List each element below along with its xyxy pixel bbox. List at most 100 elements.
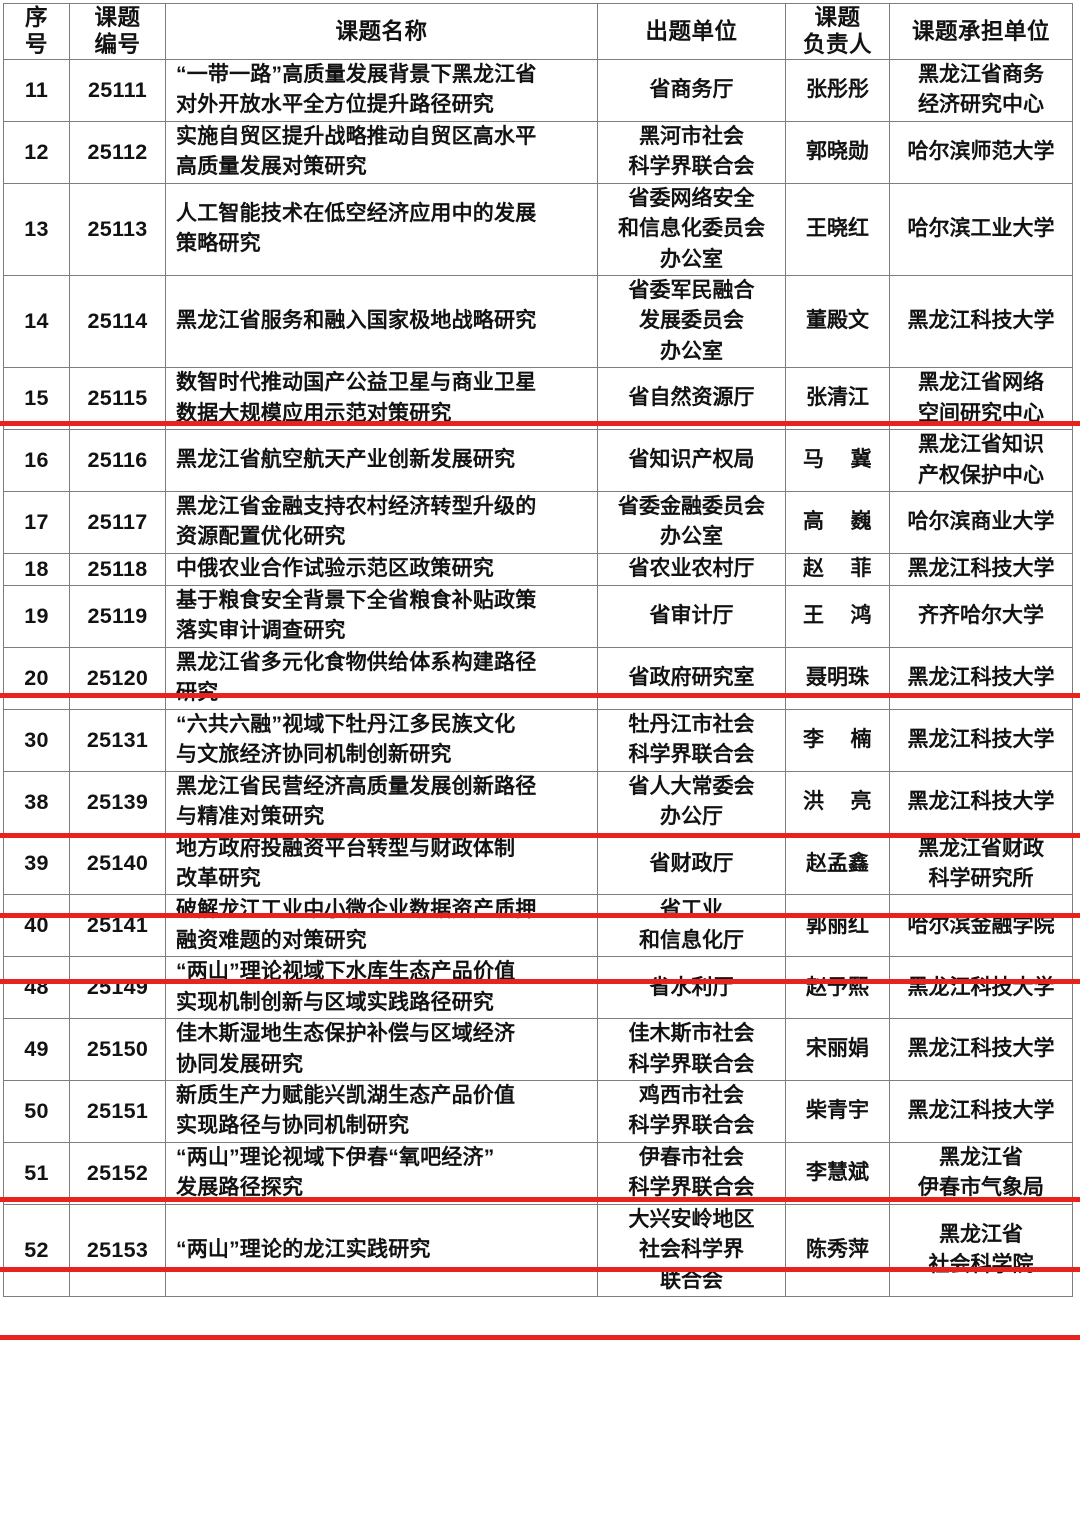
cell-host: 黑龙江科技大学 xyxy=(889,1018,1073,1082)
column-header-lead: 课题 负责人 xyxy=(785,3,890,60)
cell-lead: 陈秀萍 xyxy=(785,1203,890,1298)
cell-seq: 39 xyxy=(3,832,70,896)
header-row: 序 号 课题 编号 课题名称 出题单位 课题 负责人 课题承 xyxy=(3,3,1073,60)
cell-title: 佳木斯湿地生态保护补偿与区域经济 协同发展研究 xyxy=(165,1018,598,1082)
cell-code: 25119 xyxy=(69,585,166,648)
column-header-org: 出题单位 xyxy=(597,3,786,60)
column-header-host: 课题承担单位 xyxy=(889,3,1073,60)
table-row: 38 25139 黑龙江省民营经济高质量发展创新路径 与精准对策研究 省人大常委会 办公厅… xyxy=(3,770,1073,834)
table-row: 19 25119 基于粮食安全背景下全省粮食补贴政策 落实审计调查研究 省审计厅王鸿齐齐… xyxy=(3,585,1073,648)
cell-seq: 50 xyxy=(3,1080,70,1143)
cell-lead: 李楠 xyxy=(785,708,890,772)
cell-title: “六共六融”视域下牡丹江多民族文化 与文旅经济协同机制创新研究 xyxy=(165,708,598,772)
cell-org: 省农业农村厅 xyxy=(597,552,786,587)
cell-seq: 20 xyxy=(3,646,70,710)
cell-seq: 11 xyxy=(3,58,70,122)
cell-org: 伊春市社会 科学界联合会 xyxy=(597,1141,786,1205)
cell-lead: 宋丽娟 xyxy=(785,1018,890,1082)
cell-code: 25115 xyxy=(69,367,166,431)
cell-host: 黑龙江省网络 空间研究中心 xyxy=(889,367,1073,431)
table-row: 50 25151 新质生产力赋能兴凯湖生态产品价值 实现路径与协同机制研究 鸡西市社会科… xyxy=(3,1080,1073,1143)
table-row: 30 25131 “六共六融”视域下牡丹江多民族文化 与文旅经济协同机制创新研究 牡丹江… xyxy=(3,708,1073,772)
cell-host: 黑龙江省 伊春市气象局 xyxy=(889,1141,1073,1205)
cell-org: 省政府研究室 xyxy=(597,646,786,710)
cell-title: 数智时代推动国产公益卫星与商业卫星 数据大规模应用示范对策研究 xyxy=(165,367,598,431)
table-row: 48 25149 “两山”理论视域下水库生态产品价值 实现机制创新与区域实践路径研究省… xyxy=(3,956,1073,1020)
cell-code: 25153 xyxy=(69,1203,166,1298)
column-header-seq: 序 号 xyxy=(3,3,70,60)
cell-host: 哈尔滨工业大学 xyxy=(889,182,1073,276)
cell-host: 齐齐哈尔大学 xyxy=(889,585,1073,648)
table-header: 序 号 课题 编号 课题名称 出题单位 课题 负责人 课题承 xyxy=(3,3,1073,60)
cell-seq: 15 xyxy=(3,367,70,431)
cell-host: 黑龙江省知识 产权保护中心 xyxy=(889,429,1073,492)
cell-org: 省工业 和信息化厅 xyxy=(597,894,786,958)
cell-title: 黑龙江省多元化食物供给体系构建路径 研究 xyxy=(165,646,598,710)
cell-org: 鸡西市社会 科学界联合会 xyxy=(597,1080,786,1143)
column-header-title: 课题名称 xyxy=(165,3,598,60)
table-row: 13 25113 人工智能技术在低空经济应用中的发展 策略研究 省委网络安全 和信息化委员… xyxy=(3,182,1073,276)
cell-code: 25141 xyxy=(69,894,166,958)
cell-host: 黑龙江省商务 经济研究中心 xyxy=(889,58,1073,122)
cell-code: 25111 xyxy=(69,58,166,122)
table-row: 52 25153 “两山”理论的龙江实践研究 大兴安岭地区 社会科学界 联合会 陈秀萍 黑龙江… xyxy=(3,1203,1073,1298)
cell-code: 25120 xyxy=(69,646,166,710)
table-row: 18 25118 中俄农业合作试验示范区政策研究 省农业农村厅赵菲黑龙江科技大学 xyxy=(3,552,1073,587)
table-row: 40 25141 破解龙江工业中小微企业数据资产质押 融资难题的对策研究 省工业 和信息化… xyxy=(3,894,1073,958)
cell-title: “一带一路”高质量发展背景下黑龙江省 对外开放水平全方位提升路径研究 xyxy=(165,58,598,122)
table-row: 11 25111 “一带一路”高质量发展背景下黑龙江省 对外开放水平全方位提升路径研究… xyxy=(3,58,1073,122)
cell-lead: 高巍 xyxy=(785,491,890,554)
cell-code: 25149 xyxy=(69,956,166,1020)
cell-seq: 40 xyxy=(3,894,70,958)
cell-org: 省财政厅 xyxy=(597,832,786,896)
cell-seq: 38 xyxy=(3,770,70,834)
cell-title: 黑龙江省服务和融入国家极地战略研究 xyxy=(165,274,598,369)
cell-host: 黑龙江科技大学 xyxy=(889,956,1073,1020)
table-row: 12 25112 实施自贸区提升战略推动自贸区高水平 高质量发展对策研究 黑河市社会 科学… xyxy=(3,120,1073,184)
cell-lead: 郭丽红 xyxy=(785,894,890,958)
cell-org: 牡丹江市社会 科学界联合会 xyxy=(597,708,786,772)
cell-title: 地方政府投融资平台转型与财政体制 改革研究 xyxy=(165,832,598,896)
cell-code: 25118 xyxy=(69,552,166,587)
cell-seq: 30 xyxy=(3,708,70,772)
cell-title: “两山”理论视域下伊春“氧吧经济” 发展路径探究 xyxy=(165,1141,598,1205)
cell-code: 25116 xyxy=(69,429,166,492)
cell-host: 黑龙江科技大学 xyxy=(889,770,1073,834)
table-row: 20 25120 黑龙江省多元化食物供给体系构建路径 研究 省政府研究室 聂明珠 黑龙江科技… xyxy=(3,646,1073,710)
cell-seq: 12 xyxy=(3,120,70,184)
cell-lead: 董殿文 xyxy=(785,274,890,369)
table-row: 16 25116 黑龙江省航空航天产业创新发展研究 省知识产权局马冀黑龙江省知识 产权保… xyxy=(3,429,1073,492)
table-row: 49 25150 佳木斯湿地生态保护补偿与区域经济 协同发展研究 佳木斯市社会 科学界联合… xyxy=(3,1018,1073,1082)
cell-title: 破解龙江工业中小微企业数据资产质押 融资难题的对策研究 xyxy=(165,894,598,958)
cell-code: 25131 xyxy=(69,708,166,772)
cell-seq: 19 xyxy=(3,585,70,648)
cell-lead: 张清江 xyxy=(785,367,890,431)
cell-title: 黑龙江省民营经济高质量发展创新路径 与精准对策研究 xyxy=(165,770,598,834)
cell-seq: 14 xyxy=(3,274,70,369)
cell-host: 黑龙江科技大学 xyxy=(889,646,1073,710)
cell-org: 省自然资源厅 xyxy=(597,367,786,431)
cell-seq: 18 xyxy=(3,552,70,587)
cell-seq: 51 xyxy=(3,1141,70,1205)
cell-host: 哈尔滨师范大学 xyxy=(889,120,1073,184)
cell-title: 人工智能技术在低空经济应用中的发展 策略研究 xyxy=(165,182,598,276)
cell-title: 基于粮食安全背景下全省粮食补贴政策 落实审计调查研究 xyxy=(165,585,598,648)
cell-org: 省委网络安全 和信息化委员会 办公室 xyxy=(597,182,786,276)
cell-code: 25151 xyxy=(69,1080,166,1143)
cell-org: 省水利厅 xyxy=(597,956,786,1020)
table-row: 15 25115 数智时代推动国产公益卫星与商业卫星 数据大规模应用示范对策研究 省自然… xyxy=(3,367,1073,431)
cell-lead: 马冀 xyxy=(785,429,890,492)
cell-title: 中俄农业合作试验示范区政策研究 xyxy=(165,552,598,587)
cell-code: 25113 xyxy=(69,182,166,276)
cell-org: 省知识产权局 xyxy=(597,429,786,492)
cell-host: 黑龙江科技大学 xyxy=(889,1080,1073,1143)
cell-host: 黑龙江科技大学 xyxy=(889,552,1073,587)
cell-org: 黑河市社会 科学界联合会 xyxy=(597,120,786,184)
cell-host: 黑龙江省 社会科学院 xyxy=(889,1203,1073,1298)
cell-code: 25117 xyxy=(69,491,166,554)
cell-title: 实施自贸区提升战略推动自贸区高水平 高质量发展对策研究 xyxy=(165,120,598,184)
column-header-code: 课题 编号 xyxy=(69,3,166,60)
cell-code: 25150 xyxy=(69,1018,166,1082)
cell-title: 黑龙江省金融支持农村经济转型升级的 资源配置优化研究 xyxy=(165,491,598,554)
cell-org: 佳木斯市社会 科学界联合会 xyxy=(597,1018,786,1082)
